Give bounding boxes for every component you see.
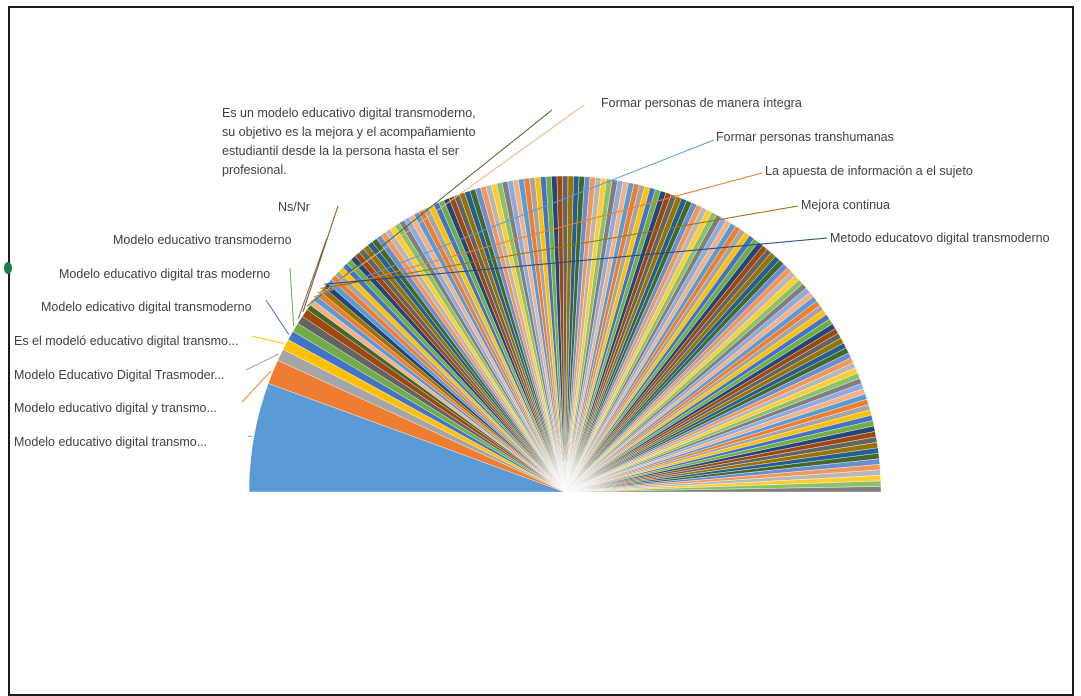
- label-slice-2: Modelo Educativo Digital Trasmoder...: [14, 368, 225, 382]
- leader-line: [289, 267, 295, 327]
- leader-line: [320, 205, 799, 289]
- label-slice-11: La apuesta de información a el sujeto: [765, 164, 973, 178]
- leader-line: [251, 335, 284, 344]
- pie-slices: [248, 175, 882, 493]
- label-slice-12: Mejora continua: [801, 198, 890, 212]
- label-slice-0: Modelo educativo digital transmo...: [14, 435, 207, 449]
- label-slice-8: Es un modelo educativo digital transmode…: [222, 106, 476, 177]
- label-slice-4: Modelo edicativo digital transmoderno: [41, 300, 252, 314]
- leader-line: [241, 370, 272, 403]
- leader-line: [265, 299, 290, 335]
- leader-lines: [241, 104, 828, 437]
- label-slice-3: Es el modeló educativo digital transmo..…: [14, 334, 238, 348]
- leader-line: [306, 109, 553, 307]
- leader-line: [324, 237, 828, 285]
- label-slice-13: Metodo educatovo digital transmoderno: [830, 231, 1050, 245]
- leader-line: [313, 139, 715, 298]
- label-slice-7: Ns/Nr: [278, 200, 310, 214]
- pie-slice: [564, 486, 882, 493]
- data-labels: Modelo educativo digital transmo... Mode…: [14, 96, 1050, 449]
- label-slice-5: Modelo educativo digital tras moderno: [59, 267, 270, 281]
- label-slice-10: Formar personas transhumanas: [716, 130, 894, 144]
- selection-handle[interactable]: [4, 262, 12, 274]
- leader-line: [302, 205, 339, 312]
- label-slice-1: Modelo educativo digital y transmo...: [14, 401, 217, 415]
- leader-line: [316, 172, 763, 294]
- label-slice-6: Modelo educativo transmoderno: [113, 233, 292, 247]
- leader-line: [245, 353, 279, 371]
- leader-line: [247, 435, 252, 437]
- label-slice-9: Formar personas de manera íntegra: [601, 96, 802, 110]
- leader-line: [297, 237, 328, 319]
- leader-line: [310, 104, 585, 303]
